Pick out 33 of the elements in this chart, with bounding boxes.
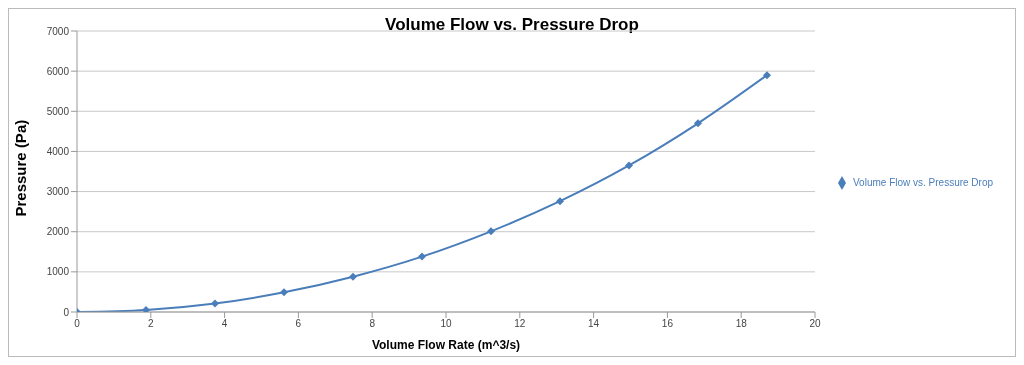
x-tick-label: 8 — [369, 318, 376, 330]
point — [625, 161, 634, 170]
chart-title: Volume Flow vs. Pressure Drop — [385, 15, 639, 34]
x-tick-label: 14 — [588, 318, 600, 330]
point — [280, 288, 289, 297]
x-tick-label: 0 — [74, 318, 81, 330]
y-tick-label: 4000 — [46, 145, 70, 157]
y-tick-label: 0 — [63, 306, 70, 318]
x-tick-label: 2 — [148, 318, 155, 330]
point — [556, 197, 565, 206]
x-tick-label: 10 — [440, 318, 452, 330]
y-tick-label: 6000 — [46, 65, 70, 77]
legend-label: Volume Flow vs. Pressure Drop — [853, 176, 994, 188]
point — [142, 305, 150, 312]
x-tick-label: 18 — [735, 318, 748, 330]
x-tick-label: 16 — [661, 318, 674, 330]
y-tick-label: 5000 — [46, 105, 70, 117]
x-tick-label: 6 — [295, 318, 302, 330]
y-tick-label: 2000 — [46, 226, 70, 238]
x-tick-label: 12 — [514, 318, 526, 330]
point — [349, 272, 358, 281]
x-tick-label: 4 — [221, 318, 228, 330]
y-tick-label: 3000 — [46, 186, 70, 198]
point — [694, 119, 703, 128]
x-tick-label: 20 — [809, 318, 821, 330]
point — [211, 299, 220, 308]
point — [487, 227, 496, 236]
y-axis-title: Pressure (Pa) — [12, 119, 30, 217]
x-axis-title: Volume Flow Rate (m^3/s) — [371, 337, 521, 352]
y-tick-label: 7000 — [46, 25, 70, 37]
y-tick-label: 1000 — [46, 266, 70, 278]
point — [418, 252, 427, 261]
point — [763, 71, 772, 80]
